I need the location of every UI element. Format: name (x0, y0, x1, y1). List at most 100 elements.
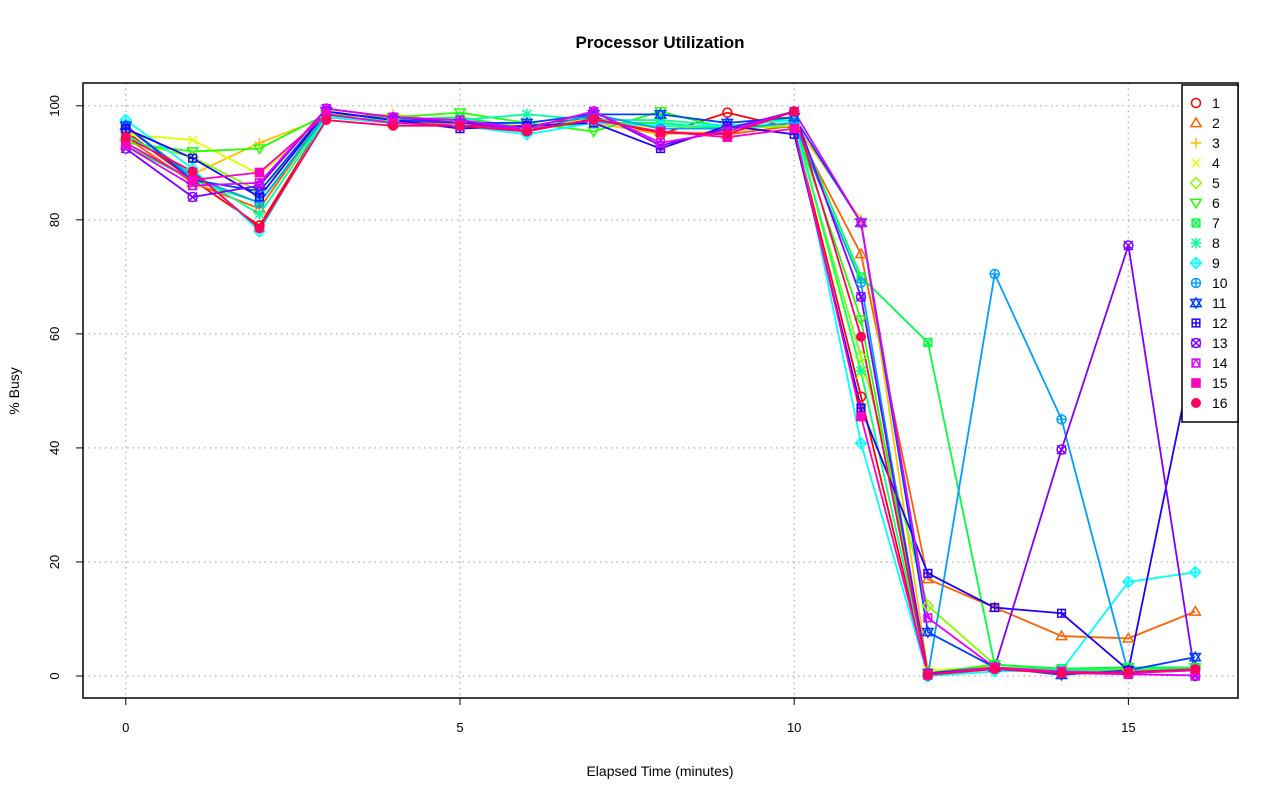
data-point-series-15 (187, 175, 198, 185)
marker-part (1188, 652, 1202, 664)
marker-part (254, 223, 265, 234)
data-point-series-2 (854, 247, 868, 259)
data-point-series-16 (521, 126, 532, 137)
marker-part (521, 126, 532, 137)
data-point-series-8 (254, 208, 265, 220)
marker-part (1191, 378, 1201, 388)
data-point-series-6 (186, 147, 200, 158)
marker-part (1189, 298, 1203, 310)
data-point-series-3 (254, 137, 265, 149)
marker-part (588, 113, 599, 124)
series-line-10 (125, 113, 1196, 677)
series-line-11 (125, 110, 1196, 676)
data-point-series-16 (655, 127, 666, 138)
marker-part (1056, 444, 1067, 455)
data-point-series-5 (921, 599, 935, 613)
data-point-series-12 (254, 192, 265, 202)
legend-marker-8 (1190, 237, 1202, 249)
series-line-8 (125, 113, 1196, 676)
legend-label: 5 (1212, 175, 1220, 191)
data-point-series-13 (1056, 444, 1067, 455)
data-point-series-9 (1121, 575, 1135, 589)
data-point-series-2 (1188, 605, 1202, 616)
marker-part (454, 120, 466, 131)
series-line-16 (125, 110, 1196, 676)
marker-part (1123, 666, 1134, 678)
marker-part (1190, 397, 1202, 409)
series-line-4 (125, 116, 1196, 672)
marker-part (187, 180, 198, 191)
series-line-9 (125, 116, 1196, 677)
legend-label: 2 (1212, 115, 1220, 131)
data-point-series-15 (254, 167, 265, 178)
marker-part (854, 247, 868, 259)
data-point-series-16 (1190, 664, 1201, 675)
marker-part (187, 166, 198, 177)
marker-part (252, 144, 266, 155)
marker-part (855, 291, 867, 302)
marker-part (921, 627, 935, 639)
data-point-series-13 (187, 191, 198, 203)
marker-part (655, 127, 666, 138)
x-tick-label: 15 (1121, 720, 1135, 735)
chart-title: Processor Utilization (575, 33, 744, 52)
marker-part (1190, 357, 1202, 368)
marker-part (1190, 157, 1202, 169)
data-point-series-13 (855, 291, 867, 303)
marker-part (1123, 240, 1134, 251)
data-point-series-14 (655, 137, 666, 148)
series-line-12 (125, 110, 1197, 672)
data-point-series-11 (921, 625, 935, 639)
marker-part (855, 391, 867, 402)
data-point-series-16 (722, 129, 733, 140)
legend-marker-2 (1189, 116, 1203, 128)
data-point-series-8 (855, 365, 867, 377)
x-tick-label: 0 (122, 720, 129, 735)
data-point-series-10 (855, 277, 867, 288)
series-line-1 (125, 111, 1196, 676)
legend-marker-1 (1190, 97, 1202, 109)
marker-part (1190, 669, 1201, 680)
data-point-series-1 (855, 391, 867, 402)
data-point-series-15 (856, 411, 866, 422)
marker-part (720, 118, 734, 130)
data-point-series-16 (454, 120, 466, 131)
marker-part (655, 137, 666, 148)
y-axis-label: % Busy (6, 367, 22, 414)
marker-part (653, 107, 668, 118)
legend-label: 10 (1212, 275, 1228, 291)
marker-part (1189, 198, 1203, 210)
marker-part (1121, 631, 1135, 643)
data-point-series-14 (922, 612, 933, 623)
series-line-2 (125, 113, 1196, 640)
marker-part (1190, 337, 1202, 349)
y-tick-label: 100 (47, 95, 62, 117)
legend-label: 15 (1212, 375, 1228, 391)
y-tick-label: 60 (47, 327, 62, 341)
legend-label: 9 (1212, 255, 1220, 271)
data-point-series-14 (855, 217, 867, 228)
data-point-series-5 (854, 350, 868, 364)
marker-part (1191, 218, 1201, 228)
marker-part (1055, 629, 1069, 641)
legend-marker-12 (1191, 318, 1201, 328)
marker-part (922, 612, 933, 623)
marker-part (321, 115, 332, 126)
marker-part (1189, 176, 1203, 190)
y-tick-label: 80 (47, 213, 62, 227)
marker-part (1188, 605, 1202, 616)
legend-label: 14 (1212, 355, 1228, 371)
marker-part (1056, 668, 1067, 679)
series-line-7 (125, 116, 1196, 670)
data-point-series-9 (854, 436, 868, 450)
marker-part (921, 599, 935, 613)
data-point-series-16 (855, 331, 867, 342)
legend-label: 16 (1212, 395, 1228, 411)
marker-part (789, 106, 800, 117)
legend-label: 3 (1212, 135, 1220, 151)
legend-box (1181, 84, 1239, 423)
data-point-series-4 (187, 134, 198, 146)
data-point-series-6 (653, 107, 668, 118)
